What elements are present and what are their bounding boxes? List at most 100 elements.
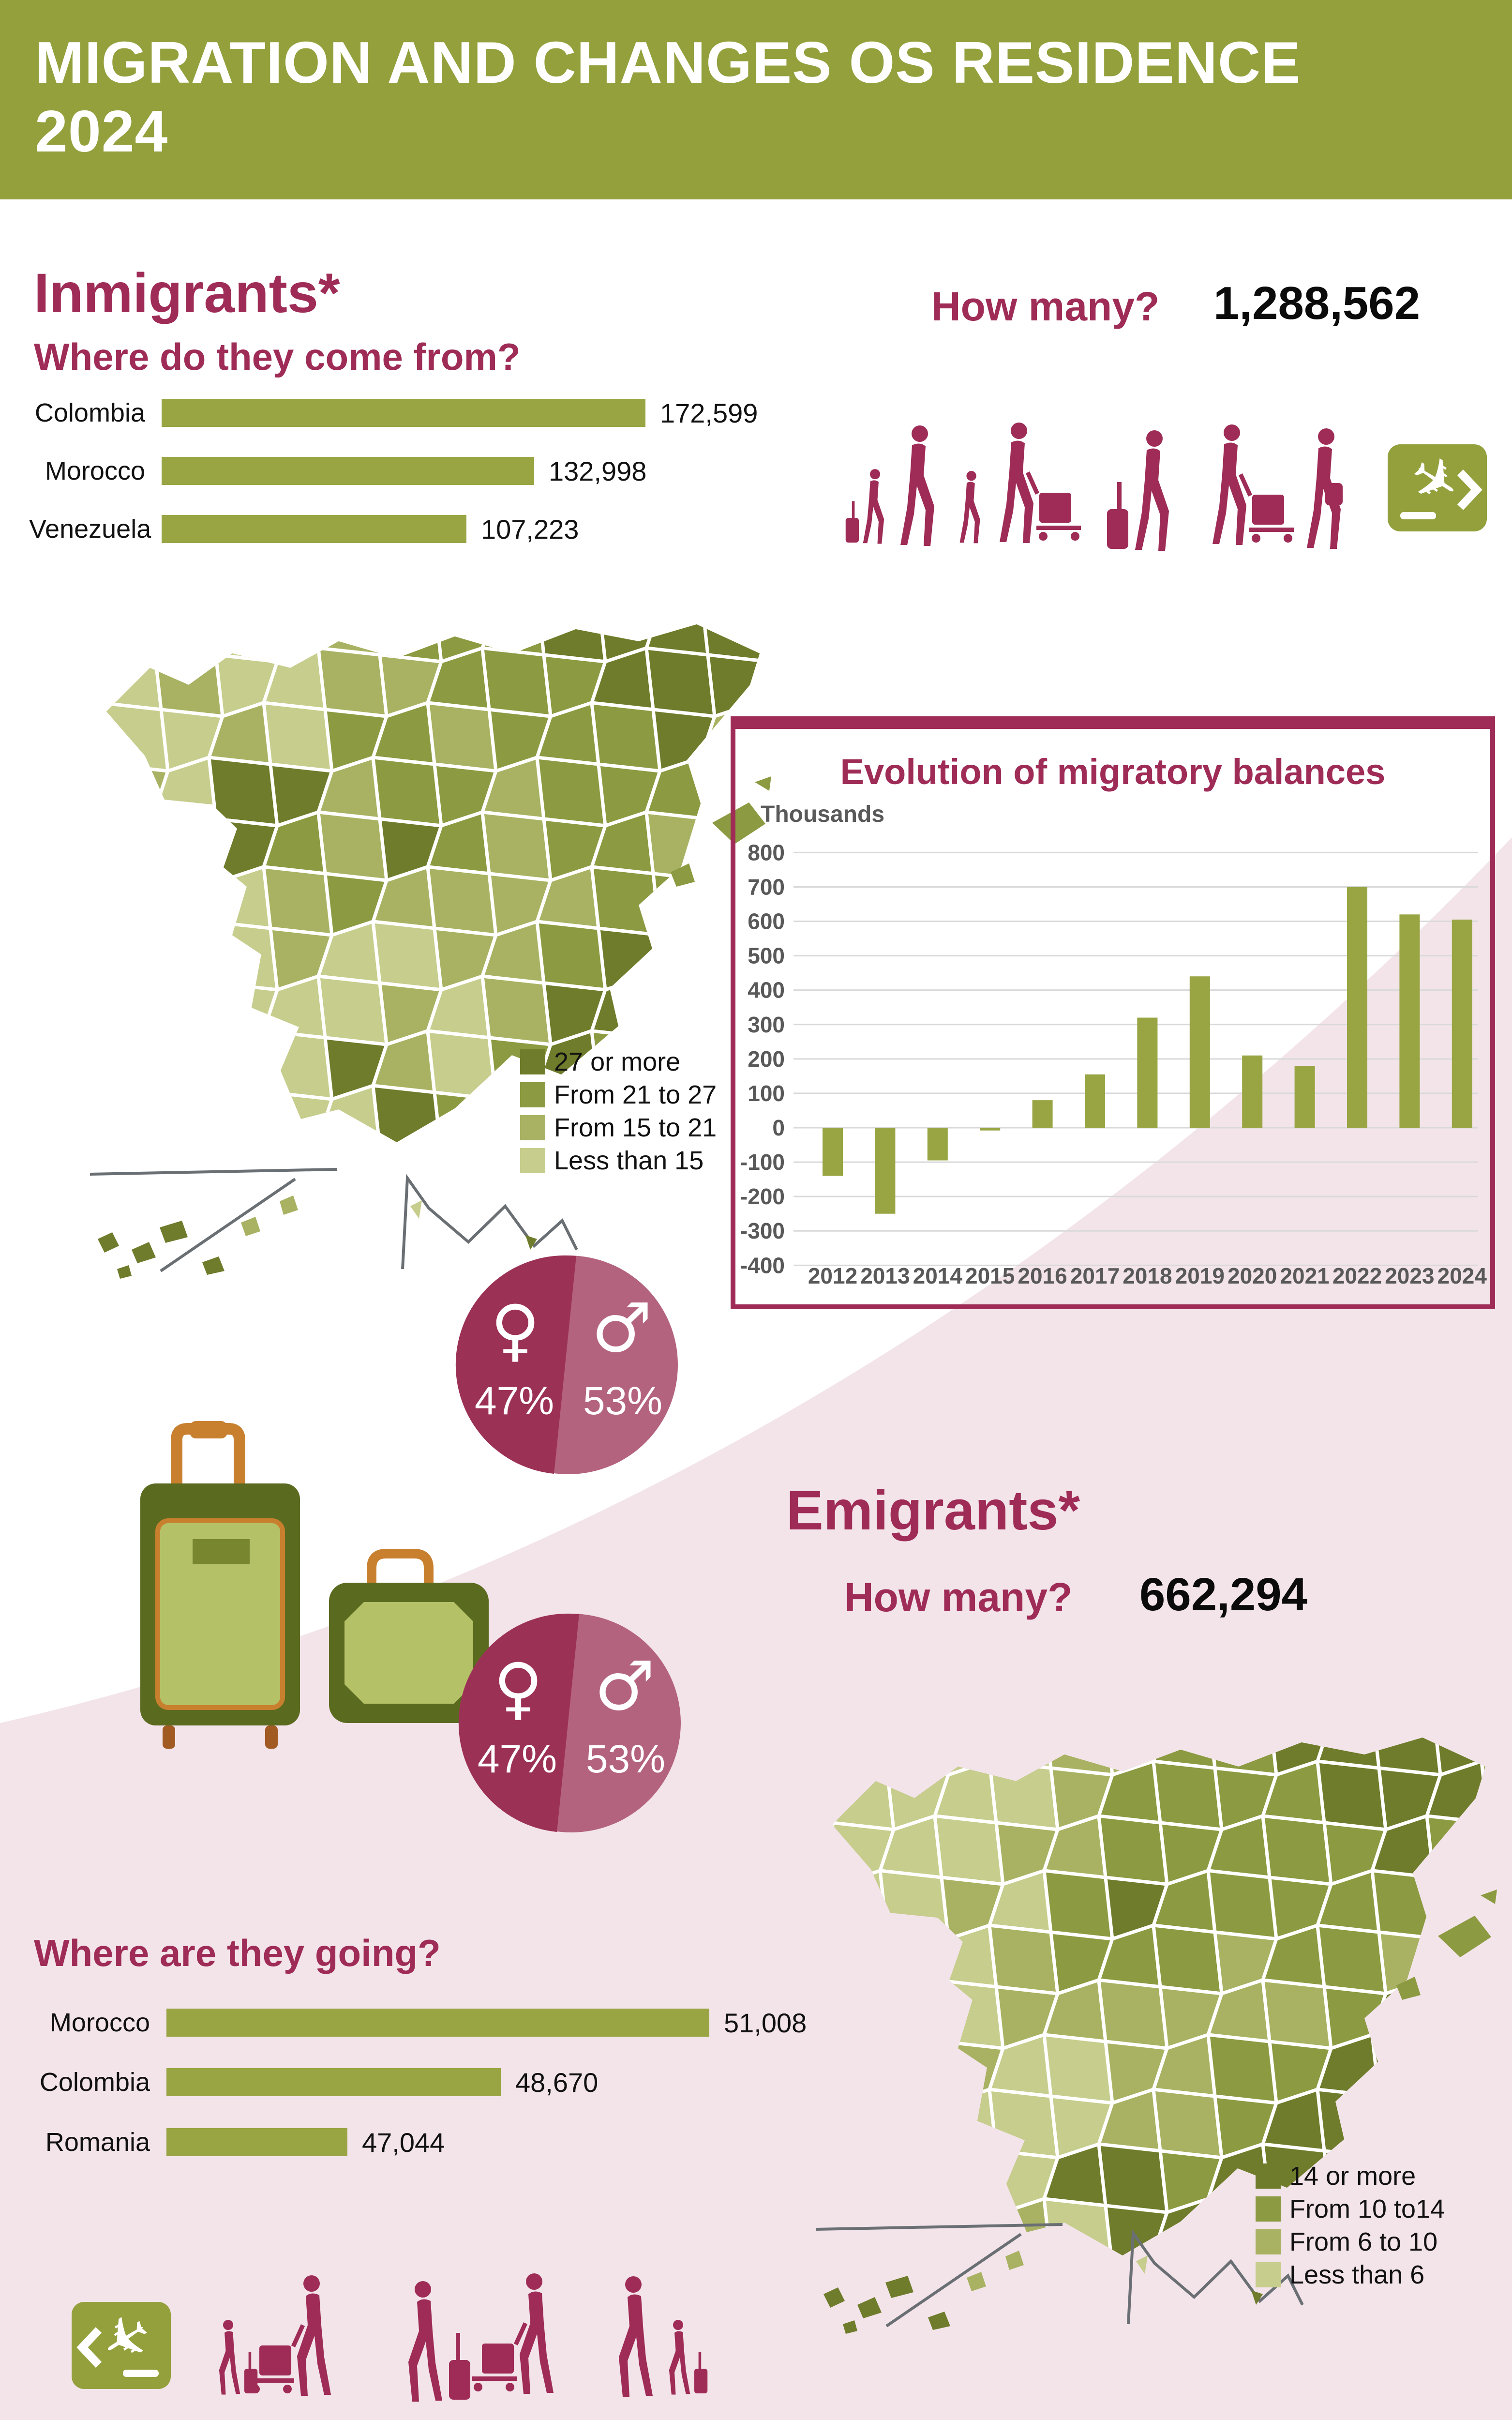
legend-item: From 21 to 27 <box>520 1078 717 1111</box>
legend-item: Less than 6 <box>1256 2258 1445 2291</box>
legend-item: 27 or more <box>520 1045 717 1078</box>
emigrants-destination-question: Where are they going? <box>34 1932 441 1974</box>
legend-swatch <box>1256 2262 1281 2287</box>
plane-arrival-icon: ✈ <box>1388 439 1487 531</box>
bar-value: 51,008 <box>724 2007 807 2038</box>
chart-units-label: Thousands <box>761 802 884 827</box>
canary-islands-inset <box>90 1169 337 1279</box>
svg-text:-300: -300 <box>740 1218 785 1243</box>
bar-label: Morocco <box>49 2008 150 2037</box>
svg-text:200: 200 <box>748 1046 785 1072</box>
bar-row: Colombia 48,670 <box>29 2067 599 2098</box>
immigrants-title: Inmigrants* <box>34 262 340 324</box>
legend-swatch <box>1256 2196 1281 2222</box>
evolution-chart: Evolution of migratory balances Thousand… <box>731 716 1495 1309</box>
canary-islands-inset <box>816 2224 1063 2334</box>
svg-text:600: 600 <box>748 909 785 934</box>
svg-text:2012: 2012 <box>808 1263 857 1288</box>
bar-row: Colombia 172,599 <box>29 397 758 428</box>
svg-text:2015: 2015 <box>965 1263 1015 1288</box>
emigrants-how-many-label: How many? <box>844 1574 1073 1620</box>
legend-swatch <box>1256 2229 1281 2254</box>
chart-plot-area: 800 700 600 500 400 300 200 100 0 -100 -200 -300 -40… <box>740 840 1487 1288</box>
bar <box>166 2128 347 2156</box>
svg-text:2016: 2016 <box>1018 1263 1067 1288</box>
legend-item: From 6 to 10 <box>1256 2225 1445 2258</box>
bar-label: Morocco <box>45 456 145 485</box>
svg-text:2022: 2022 <box>1332 1263 1382 1288</box>
bar-row: Morocco 132,998 <box>29 455 647 486</box>
bar-value: 107,223 <box>481 514 579 544</box>
bar <box>166 2009 709 2037</box>
female-pct: 47% <box>478 1737 557 1781</box>
female-pct: 47% <box>475 1379 554 1423</box>
emigrant-travellers-icons <box>219 2273 708 2402</box>
legend-swatch <box>520 1049 545 1074</box>
emigrants-title: Emigrants* <box>786 1480 1080 1542</box>
legend-item: Less than 15 <box>520 1144 717 1177</box>
svg-text:2021: 2021 <box>1280 1263 1329 1288</box>
immigrants-gender-pie: ♀ 47% ♂ 53% <box>455 1255 678 1474</box>
immigrants-how-many-label: How many? <box>931 284 1160 329</box>
emigrants-gender-pie: ♀ 47% ♂ 53% <box>458 1613 681 1832</box>
svg-text:2020: 2020 <box>1228 1263 1277 1288</box>
bar-row: Morocco 51,008 <box>29 2007 807 2038</box>
svg-text:-400: -400 <box>740 1253 785 1278</box>
chart-title: Evolution of migratory balances <box>840 752 1386 792</box>
emigrants-how-many-value: 662,294 <box>1139 1569 1308 1620</box>
bar <box>162 399 645 427</box>
male-icon: ♂ <box>594 1647 655 1726</box>
bar-value: 47,044 <box>362 2127 445 2158</box>
male-pct: 53% <box>586 1737 665 1781</box>
legend-swatch <box>520 1082 545 1107</box>
legend-swatch <box>520 1148 545 1173</box>
bar-row: Venezuela 107,223 <box>29 514 579 544</box>
svg-text:500: 500 <box>748 943 785 968</box>
svg-text:2023: 2023 <box>1385 1263 1434 1288</box>
page-title: MIGRATION AND CHANGES OS RESIDENCE 2024 <box>35 30 1301 164</box>
svg-text:2024: 2024 <box>1437 1263 1487 1288</box>
legend-item: From 15 to 21 <box>520 1111 717 1144</box>
bar-row: Romania 47,044 <box>29 2127 445 2158</box>
bar-value: 172,599 <box>660 397 758 428</box>
svg-text:2013: 2013 <box>860 1263 910 1288</box>
male-pct: 53% <box>583 1379 662 1423</box>
bar <box>166 2068 501 2096</box>
legend-item: From 10 to14 <box>1256 2193 1445 2225</box>
legend-swatch <box>1256 2163 1281 2189</box>
immigrants-map-legend: 27 or more From 21 to 27 From 15 to 21 L… <box>520 1045 717 1177</box>
svg-text:2014: 2014 <box>913 1263 963 1288</box>
svg-text:-100: -100 <box>740 1150 785 1175</box>
immigrant-travellers-icons <box>845 423 1343 551</box>
immigrants-how-many-value: 1,288,562 <box>1213 277 1421 329</box>
svg-text:100: 100 <box>748 1081 785 1106</box>
female-icon: ♀ <box>491 1291 540 1370</box>
immigrants-origin-question: Where do they come from? <box>34 335 521 378</box>
bar <box>162 457 534 485</box>
svg-text:-200: -200 <box>740 1184 785 1209</box>
luggage-icons <box>140 1421 489 1749</box>
svg-text:800: 800 <box>748 840 785 865</box>
immigrants-map-spain <box>87 624 771 1273</box>
svg-text:0: 0 <box>772 1115 785 1140</box>
bar-value: 132,998 <box>549 455 647 486</box>
emigrants-map-spain <box>813 1738 1497 2386</box>
svg-text:300: 300 <box>748 1012 785 1037</box>
bar-label: Colombia <box>34 398 145 427</box>
male-icon: ♂ <box>591 1289 652 1368</box>
female-icon: ♀ <box>494 1649 543 1728</box>
emigrants-map-legend: 14 or more From 10 to14 From 6 to 10 Les… <box>1256 2160 1445 2291</box>
header-banner: MIGRATION AND CHANGES OS RESIDENCE 2024 <box>0 0 1512 199</box>
svg-text:400: 400 <box>748 978 785 1003</box>
bar <box>162 515 466 543</box>
legend-item: 14 or more <box>1256 2160 1445 2193</box>
bar-label: Venezuela <box>29 514 151 544</box>
legend-swatch <box>520 1115 545 1140</box>
svg-text:700: 700 <box>748 874 785 899</box>
svg-text:2019: 2019 <box>1175 1263 1225 1288</box>
bar-label: Romania <box>45 2128 150 2157</box>
svg-text:2017: 2017 <box>1070 1263 1120 1288</box>
svg-text:2018: 2018 <box>1123 1263 1172 1288</box>
bar-value: 48,670 <box>515 2067 599 2098</box>
plane-departure-icon: ✈ <box>72 2298 171 2389</box>
